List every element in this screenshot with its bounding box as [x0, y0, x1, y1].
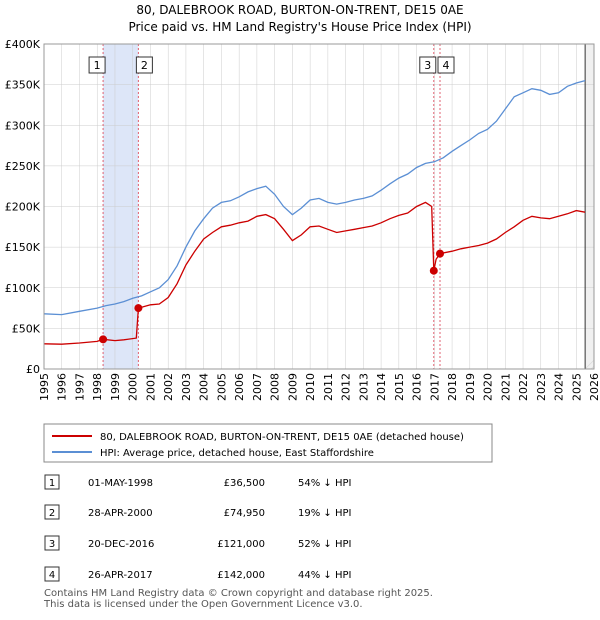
sale-label-text: 2 — [141, 59, 148, 72]
row-hpi: 54% ↓ HPI — [298, 478, 351, 489]
chart-title: 80, DALEBROOK ROAD, BURTON-ON-TRENT, DE1… — [136, 3, 463, 17]
x-tick-label: 2012 — [340, 373, 353, 401]
x-tick-label: 2023 — [535, 373, 548, 401]
forecast-hatch — [584, 359, 595, 370]
sales-table: 1 01-MAY-1998 £36,500 54% ↓ HPI 2 28-APR… — [44, 474, 351, 582]
table-row: 4 26-APR-2017 £142,000 44% ↓ HPI — [44, 566, 351, 582]
sale-label-box — [437, 56, 455, 74]
property-series-line — [43, 201, 586, 345]
row-id: 3 — [49, 539, 55, 550]
x-tick-label: 2019 — [464, 373, 477, 401]
x-tick-label: 2017 — [428, 373, 441, 401]
legend-box — [43, 423, 493, 463]
legend-hpi-label: HPI: Average price, detached house, East… — [100, 448, 374, 459]
x-tick-label: 2021 — [499, 373, 512, 401]
x-tick-label: 2016 — [411, 373, 424, 401]
footer-copyright: Contains HM Land Registry data © Crown c… — [44, 588, 433, 599]
x-tick-label: 2020 — [482, 373, 495, 401]
x-tick-label: 2025 — [570, 373, 583, 401]
sale-point — [134, 304, 143, 313]
x-tick-label: 2022 — [517, 373, 530, 401]
x-tick-label: 1999 — [109, 373, 122, 401]
sale-label-box — [135, 56, 153, 74]
x-tick-label: 1997 — [73, 373, 86, 401]
row-date: 20-DEC-2016 — [88, 539, 154, 550]
row-id: 4 — [49, 570, 55, 581]
x-tick-label: 2001 — [144, 373, 157, 401]
y-tick-label: £400K — [5, 38, 41, 51]
row-date: 28-APR-2000 — [88, 508, 153, 519]
x-tick-label: 2018 — [446, 373, 459, 401]
footer-licence: This data is licensed under the Open Gov… — [44, 599, 363, 610]
sale-point — [99, 335, 108, 344]
y-tick-label: £200K — [5, 201, 41, 214]
x-tick-label: 2000 — [127, 373, 140, 401]
y-tick-label: £100K — [5, 282, 41, 295]
row-price: £121,000 — [217, 539, 265, 550]
plot-frame — [43, 43, 595, 370]
x-tick-label: 1998 — [91, 373, 104, 401]
row-hpi: 19% ↓ HPI — [298, 508, 351, 519]
y-tick-label: £250K — [5, 160, 41, 173]
x-tick-label: 1996 — [56, 373, 69, 401]
x-tick-label: 2002 — [162, 373, 175, 401]
row-hpi: 52% ↓ HPI — [298, 539, 351, 550]
row-badge — [44, 504, 60, 520]
footer: Contains HM Land Registry data © Crown c… — [44, 588, 433, 610]
x-tick-label: 2011 — [322, 373, 335, 401]
x-tick-label: 2003 — [180, 373, 193, 401]
x-tick-label: 2005 — [215, 373, 228, 401]
row-date: 26-APR-2017 — [88, 570, 153, 581]
row-price: £74,950 — [224, 508, 265, 519]
row-badge — [44, 566, 60, 582]
row-id: 1 — [49, 478, 55, 489]
chart-subtitle: Price paid vs. HM Land Registry's House … — [128, 20, 471, 34]
y-tick-label: £0 — [26, 363, 40, 376]
x-tick-label: 2024 — [553, 373, 566, 401]
x-tick-label: 2026 — [588, 373, 600, 401]
x-tick-label: 2007 — [251, 373, 264, 401]
y-tick-label: £50K — [12, 322, 41, 335]
sale-point — [429, 266, 438, 275]
row-id: 2 — [49, 508, 55, 519]
row-price: £142,000 — [217, 570, 265, 581]
x-tick-label: 1995 — [38, 373, 51, 401]
sale-label-box — [419, 56, 437, 74]
x-tick-label: 2010 — [304, 373, 317, 401]
x-tick-label: 2008 — [269, 373, 282, 401]
sale-label-text: 4 — [443, 59, 450, 72]
chart: 80, DALEBROOK ROAD, BURTON-ON-TRENT, DE1… — [5, 3, 600, 582]
y-tick-label: £300K — [5, 119, 41, 132]
table-row: 2 28-APR-2000 £74,950 19% ↓ HPI — [44, 504, 351, 520]
y-tick-label: £350K — [5, 79, 41, 92]
sale-label-text: 1 — [94, 59, 101, 72]
sale-point — [436, 249, 444, 258]
sale-label-text: 3 — [424, 59, 431, 72]
legend-property-label: 80, DALEBROOK ROAD, BURTON-ON-TRENT, DE1… — [100, 432, 464, 443]
table-row: 1 01-MAY-1998 £36,500 54% ↓ HPI — [44, 474, 351, 490]
x-tick-label: 2006 — [233, 373, 246, 401]
row-date: 01-MAY-1998 — [88, 478, 153, 489]
row-badge — [44, 474, 60, 490]
row-hpi: 44% ↓ HPI — [298, 570, 351, 581]
x-tick-label: 2013 — [357, 373, 370, 401]
x-tick-label: 2009 — [286, 373, 299, 401]
x-tick-label: 2014 — [375, 373, 388, 401]
row-badge — [44, 535, 60, 551]
hpi-series-line — [43, 79, 586, 316]
sale-label-box — [88, 56, 106, 74]
x-tick-label: 2004 — [198, 373, 211, 401]
y-tick-label: £150K — [5, 241, 41, 254]
row-price: £36,500 — [224, 478, 265, 489]
table-row: 3 20-DEC-2016 £121,000 52% ↓ HPI — [44, 535, 351, 551]
x-tick-label: 2015 — [393, 373, 406, 401]
